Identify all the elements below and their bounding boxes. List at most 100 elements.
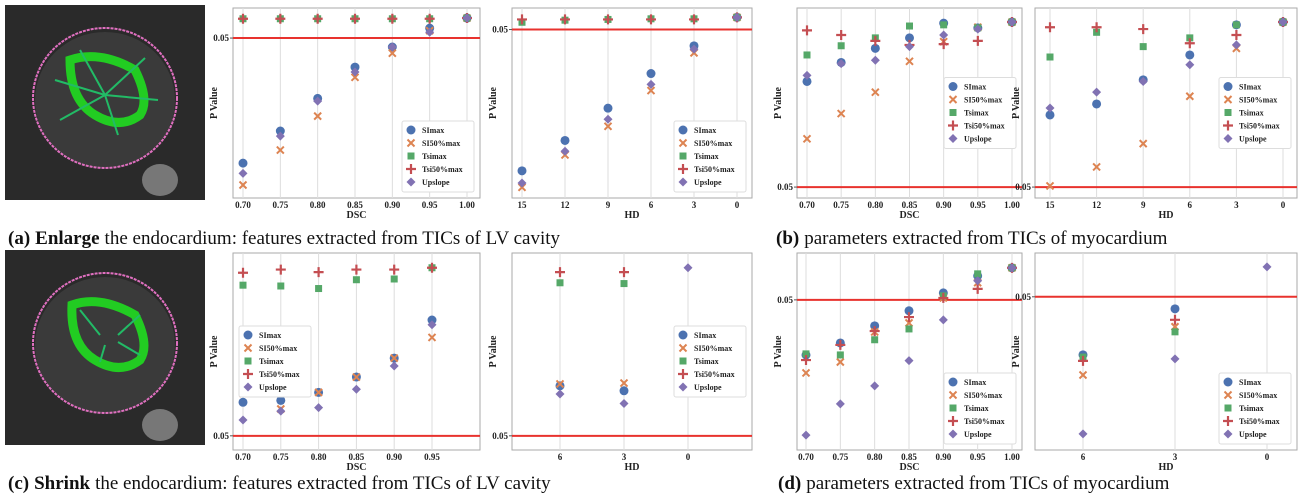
legend-label: SI50%max (964, 96, 1002, 105)
y-tick-label: 0.05 (492, 431, 508, 441)
x-tick-label: 0.95 (970, 200, 986, 210)
y-axis-label: P Value (488, 335, 499, 368)
y-tick-label: 0.05 (213, 431, 229, 441)
legend-label: Tsimax (694, 357, 719, 366)
x-tick-label: 12 (1092, 200, 1102, 210)
legend-label: SImax (422, 126, 444, 135)
point (949, 82, 958, 91)
legend-label: SImax (1239, 378, 1261, 387)
caption: (a)Enlargethe endocardium: features extr… (8, 228, 561, 249)
point (245, 358, 252, 365)
legend-label: Tsimax (964, 109, 989, 118)
x-axis-label: HD (1159, 210, 1174, 221)
point (1140, 43, 1147, 50)
x-tick-label: 0.85 (347, 200, 363, 210)
point (680, 358, 687, 365)
x-tick-label: 0.75 (272, 200, 288, 210)
mri-shrink (5, 250, 205, 445)
x-tick-label: 6 (1081, 452, 1086, 462)
point (949, 378, 958, 387)
legend-label: SImax (694, 126, 716, 135)
point (1224, 82, 1233, 91)
point (1224, 378, 1233, 387)
x-tick-label: 0 (1265, 452, 1270, 462)
x-tick-label: 0.90 (936, 200, 952, 210)
x-tick-label: 3 (692, 200, 697, 210)
point (679, 331, 688, 340)
x-tick-label: 0.90 (384, 200, 400, 210)
point (906, 23, 913, 30)
point (837, 351, 844, 358)
x-tick-label: 6 (649, 200, 654, 210)
x-tick-label: 3 (622, 452, 627, 462)
chart: 151296300.05HDP ValueSImaxSI50%maxTsimax… (488, 8, 752, 221)
x-tick-label: 0.70 (799, 200, 815, 210)
point (1233, 21, 1240, 28)
point (1171, 304, 1180, 313)
x-tick-label: 0 (735, 200, 740, 210)
y-axis-label: P Value (488, 86, 499, 119)
x-tick-label: 0.85 (901, 452, 917, 462)
point (1172, 328, 1179, 335)
x-tick-label: 0.80 (867, 452, 883, 462)
x-tick-label: 0.75 (273, 452, 289, 462)
legend-label: Tsi50%max (694, 165, 735, 174)
caption: (d)parameters extracted from TICs of myo… (778, 473, 1170, 494)
x-tick-label: 6 (558, 452, 563, 462)
x-tick-label: 0.95 (970, 452, 986, 462)
legend-label: Upslope (422, 178, 450, 187)
point (1225, 405, 1232, 412)
point (240, 282, 247, 289)
x-axis-label: DSC (346, 462, 366, 473)
legend-label: SI50%max (259, 344, 297, 353)
legend-label: SImax (1239, 83, 1261, 92)
caption: (c)Shrinkthe endocardium: features extra… (8, 473, 551, 494)
point (1185, 50, 1194, 59)
point (620, 386, 629, 395)
point (315, 285, 322, 292)
chart: 0.700.750.800.850.900.950.05DSCP ValueSI… (209, 253, 480, 473)
y-axis-label: P Value (1011, 335, 1022, 368)
legend-label: Upslope (259, 383, 287, 392)
y-tick-label: 0.05 (777, 295, 793, 305)
legend-label: SImax (964, 378, 986, 387)
x-tick-label: 15 (518, 200, 528, 210)
legend-label: SImax (694, 331, 716, 340)
x-axis-label: HD (1159, 462, 1174, 473)
x-tick-label: 0.75 (832, 452, 848, 462)
legend-label: Tsimax (694, 152, 719, 161)
x-tick-label: 0.75 (833, 200, 849, 210)
legend-label: Tsi50%max (964, 417, 1005, 426)
legend-label: SI50%max (694, 344, 732, 353)
x-tick-label: 0.95 (422, 200, 438, 210)
y-tick-label: 0.05 (492, 25, 508, 35)
point (950, 405, 957, 412)
y-axis-label: P Value (1011, 86, 1022, 119)
y-axis-label: P Value (209, 335, 220, 368)
x-tick-label: 3 (1234, 200, 1239, 210)
point (680, 153, 687, 160)
legend-label: Tsi50%max (422, 165, 463, 174)
point (1047, 54, 1054, 61)
legend-label: SI50%max (1239, 96, 1277, 105)
x-tick-label: 0.80 (311, 452, 327, 462)
x-tick-label: 0.70 (235, 200, 251, 210)
x-tick-label: 0 (1281, 200, 1286, 210)
y-tick-label: 0.05 (1015, 292, 1031, 302)
point (838, 42, 845, 49)
point (407, 126, 416, 135)
legend-label: Tsimax (964, 404, 989, 413)
point (1092, 99, 1101, 108)
point (1225, 109, 1232, 116)
y-axis-label: P Value (773, 86, 784, 119)
x-tick-label: 0 (686, 452, 691, 462)
mri-enlarge (5, 5, 205, 200)
x-tick-label: 0.70 (798, 452, 814, 462)
legend-label: Tsi50%max (1239, 417, 1280, 426)
point (604, 104, 613, 113)
point (871, 336, 878, 343)
x-tick-label: 0.85 (349, 452, 365, 462)
legend-label: SImax (964, 83, 986, 92)
point (950, 109, 957, 116)
x-axis-label: HD (625, 210, 640, 221)
